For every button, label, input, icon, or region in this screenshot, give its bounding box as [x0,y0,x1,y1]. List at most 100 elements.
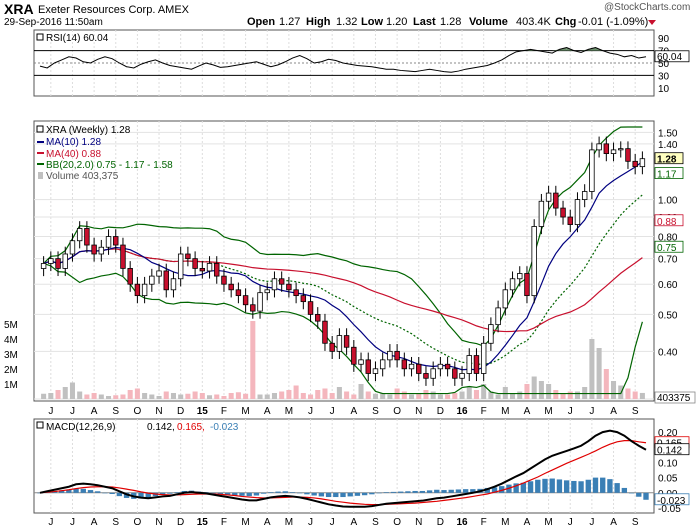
candle-body [206,263,213,272]
volume-bar [214,394,220,399]
x-tick-label: J [568,406,573,417]
rsi-y-tick-label: 30 [658,71,670,82]
candle-body [488,324,494,344]
volume-bar [423,390,429,399]
candle-body [163,270,169,291]
macd-histogram-bar [398,491,404,493]
macd-value-badge [654,443,690,456]
x-tick-label: A [264,406,271,417]
x-tick-label: A [524,406,531,417]
macd-histogram-bar [448,489,454,493]
x-tick-label: A [350,406,357,417]
x-tick-label: A [91,517,98,528]
volume-bar [553,390,559,399]
volume-bar [538,381,544,399]
macd-histogram-bar [491,487,498,493]
macd-y-tick-label: 0.142 [657,446,682,457]
macd-y-tick-label: 0.05 [658,474,678,485]
candle-body [365,359,371,374]
macd-histogram-bar [455,489,462,493]
candle-body [84,228,90,246]
low-label: Low [361,16,383,28]
x-tick-label: D [177,406,184,417]
legend-bb: BB(20,2.0) 0.75 - 1.17 - 1.58 [46,160,173,171]
macd-histogram-bar [549,478,555,493]
x-tick-label: M [241,406,249,417]
candle-body [113,236,119,246]
candle-body [553,192,559,209]
rsi-title: RSI(14) 60.04 [46,33,109,44]
volume-bar [517,391,523,399]
macd-histogram-bar [470,489,476,493]
macd-histogram-bar [95,491,101,493]
candle-body [293,289,299,297]
datetime-label: 29-Sep-2016 11:50am [4,17,103,28]
volume-bar [473,390,479,399]
open-value: 1.27 [279,16,300,28]
macd-legend: MACD(12,26,9) 0.142, 0.165, -0.023 [36,421,239,433]
x-tick-label: M [285,517,293,528]
macd-histogram-bar [37,492,43,494]
candle-body [538,200,545,227]
x-tick-label: M [241,517,249,528]
candle-body [596,143,602,151]
x-tick-label: J [568,517,573,528]
volume-bar [351,394,357,399]
legend-ma40: MA(40) 0.88 [46,149,101,160]
rsi-y-tick-label: 90 [658,34,670,45]
macd-histogram-bar [578,481,584,493]
macd-histogram-bar [246,492,252,497]
volume-y-tick-label: 4M [4,335,18,346]
volume-bar [156,396,162,399]
macd-histogram-bar [58,490,65,493]
macd-histogram-bar [123,492,130,498]
volume-bar [574,391,580,399]
candle-body [185,253,191,260]
volume-bar [365,391,371,399]
volume-bar [322,388,328,399]
x-tick-label: M [544,406,552,417]
candle-body [408,363,415,370]
candle-body [149,275,155,285]
macd-title-swatch [36,421,44,429]
volume-bar [185,393,191,399]
macd-histogram-bar [383,492,389,493]
candle-body [264,289,270,294]
candle-body [560,207,566,218]
volume-bar [639,392,645,399]
macd-histogram-bar [275,491,281,493]
candles-layer [40,136,646,386]
rsi-y-tick-label: 50 [658,59,670,70]
legend-swatch-xra [36,125,44,133]
macd-legend-macd-value: 0.142, [147,422,175,433]
macd-histogram-bar [145,492,151,498]
volume-bar [142,393,148,399]
x-tick-label: N [155,406,162,417]
volume-bar [228,393,234,399]
candle-body [531,226,537,297]
chg-value: -0.01 (-1.09%) [578,16,648,28]
macd-histogram-bar [628,492,635,494]
macd-histogram-bar [73,488,79,493]
macd-histogram-bar [571,480,577,493]
x-tick-label: J [308,517,313,528]
candle-body [98,246,105,255]
volume-bar [445,394,451,399]
candle-body [257,292,263,312]
x-tick-label: M [501,406,509,417]
macd-histogram-bar [556,479,563,493]
candle-body [423,373,429,379]
volume-bar [69,382,75,399]
macd-histogram-bar [621,487,628,493]
volume-bar [495,394,501,399]
price-y-tick-label: 1.17 [657,170,677,181]
x-tick-label: J [70,406,75,417]
macd-y-tick-label: -0.05 [658,504,681,515]
volume-bar [235,392,241,399]
price-y-tick-label: 0.60 [658,280,678,291]
volume-bar [560,393,566,399]
macd-histogram-bar [239,492,245,496]
x-tick-label: A [91,406,98,417]
volume-bar [387,394,393,399]
candle-body [192,258,198,269]
